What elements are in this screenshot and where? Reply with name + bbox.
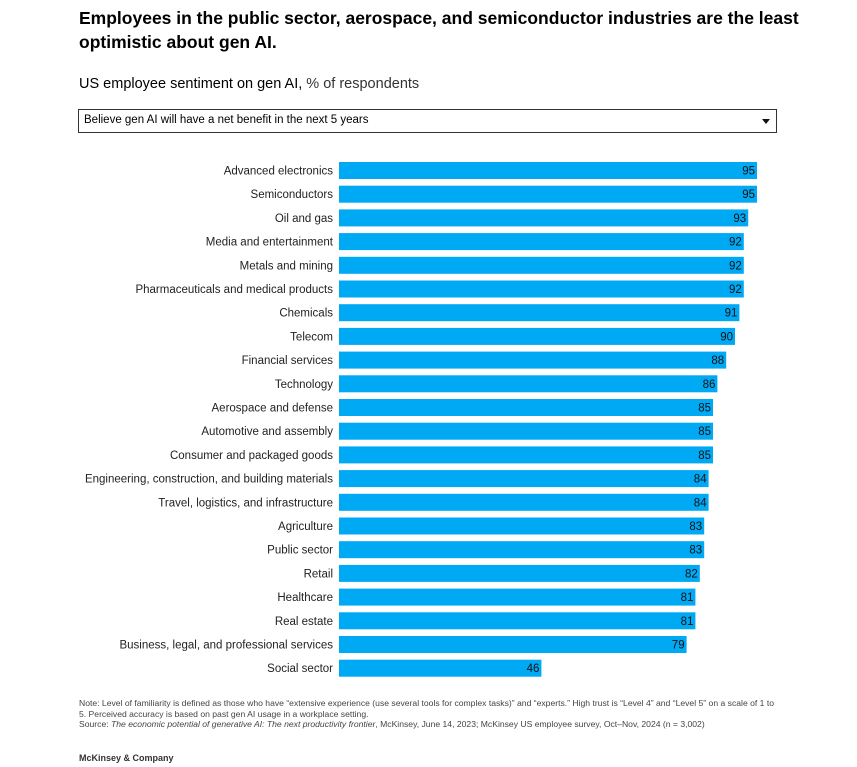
bar: [339, 162, 757, 179]
value-label: 79: [672, 640, 685, 652]
subtitle-unit: % of respondents: [302, 76, 420, 92]
category-label: Agriculture: [278, 521, 333, 533]
bar: [339, 375, 718, 393]
value-label: 46: [527, 663, 540, 675]
value-label: 92: [729, 237, 742, 249]
value-label: 86: [703, 379, 716, 391]
value-label: 84: [694, 497, 707, 509]
category-label: Engineering, construction, and building …: [85, 474, 333, 486]
category-label: Pharmaceuticals and medical products: [135, 284, 333, 296]
category-label: Business, legal, and professional servic…: [119, 640, 333, 652]
value-label: 82: [685, 568, 698, 580]
footnote-note: Note: Level of familiarity is defined as…: [79, 698, 774, 719]
bar: [339, 517, 705, 535]
bar: [339, 327, 735, 345]
subtitle-main: US employee sentiment on gen AI,: [79, 76, 303, 92]
bar: [339, 422, 713, 440]
value-label: 85: [698, 426, 711, 438]
category-label: Public sector: [267, 545, 333, 557]
category-label: Travel, logistics, and infrastructure: [158, 497, 333, 509]
bar-chart: Advanced electronics 95 Semiconductors 95 Oi…: [85, 162, 757, 677]
footnote-source: Source: The economic potential of genera…: [79, 719, 779, 730]
bar: [339, 588, 696, 606]
brand-logo-text: McKinsey & Company: [79, 753, 174, 763]
category-label: Real estate: [275, 616, 333, 628]
value-label: 92: [729, 260, 742, 272]
bar: [339, 304, 740, 322]
category-label: Advanced electronics: [224, 166, 334, 178]
caret-down-icon: [762, 119, 770, 124]
category-label: Semiconductors: [251, 189, 334, 201]
bar: [339, 470, 709, 488]
value-label: 88: [711, 355, 724, 367]
category-label: Technology: [275, 379, 333, 391]
category-label: Media and entertainment: [206, 237, 334, 249]
bar: [339, 659, 542, 677]
chart-subtitle: US employee sentiment on gen AI, % of re…: [79, 76, 419, 92]
value-label: 81: [681, 592, 694, 604]
value-label: 91: [725, 308, 738, 320]
category-label: Metals and mining: [240, 260, 333, 272]
value-label: 85: [698, 450, 711, 462]
source-title: The economic potential of generative AI:…: [111, 719, 376, 729]
source-rest: , McKinsey, June 14, 2023; McKinsey US e…: [375, 719, 705, 729]
value-label: 81: [681, 616, 694, 628]
category-label: Oil and gas: [275, 213, 333, 225]
bar: [339, 351, 727, 369]
chart-title: Employees in the public sector, aerospac…: [79, 8, 799, 52]
value-label: 83: [689, 545, 702, 557]
bar: [339, 233, 744, 251]
value-label: 84: [694, 474, 707, 486]
category-label: Chemicals: [279, 308, 333, 320]
footnote: Note: Level of familiarity is defined as…: [79, 698, 779, 730]
bar: [339, 564, 700, 582]
bar: [339, 493, 709, 511]
bar: [339, 185, 757, 203]
category-label: Automotive and assembly: [201, 426, 333, 438]
bar: [339, 280, 744, 298]
value-label: 92: [729, 284, 742, 296]
category-label: Healthcare: [277, 592, 333, 604]
metric-dropdown[interactable]: Believe gen AI will have a net benefit i…: [78, 109, 777, 133]
category-label: Retail: [304, 568, 333, 580]
bar: [339, 446, 713, 464]
value-label: 90: [720, 331, 733, 343]
category-label: Aerospace and defense: [212, 403, 333, 415]
value-label: 85: [698, 403, 711, 415]
category-label: Financial services: [242, 355, 334, 367]
value-label: 95: [742, 189, 755, 201]
bar: [339, 399, 713, 416]
value-label: 93: [733, 213, 746, 225]
bar: [339, 636, 687, 653]
bar: [339, 612, 696, 630]
category-label: Consumer and packaged goods: [170, 450, 333, 462]
value-label: 95: [742, 166, 755, 178]
bar: [339, 209, 749, 227]
bar: [339, 541, 705, 559]
category-label: Social sector: [267, 663, 333, 675]
category-label: Telecom: [290, 331, 333, 343]
value-label: 83: [689, 521, 702, 533]
bar: [339, 256, 744, 274]
dropdown-selected-value: Believe gen AI will have a net benefit i…: [84, 114, 369, 126]
source-prefix: Source:: [79, 719, 112, 729]
